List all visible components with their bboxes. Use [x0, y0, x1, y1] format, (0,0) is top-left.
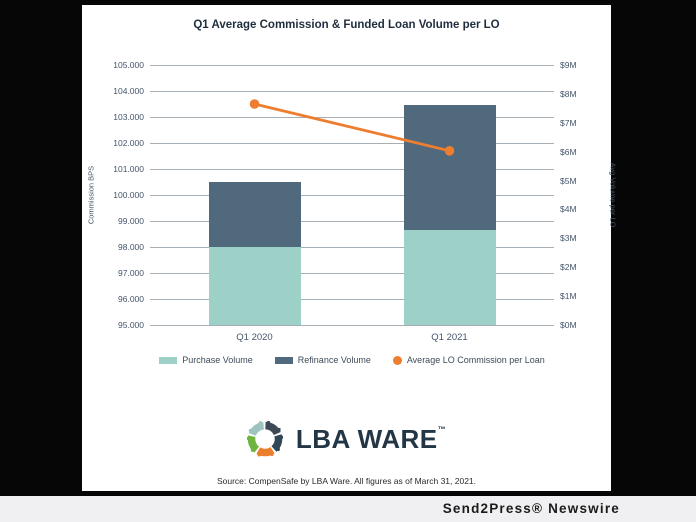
legend-item: Average LO Commission per Loan — [392, 355, 545, 365]
logo-text: LBA WARE™ — [295, 424, 447, 454]
y-axis-tick-label-right: $0M — [560, 320, 577, 330]
gridline — [150, 116, 554, 118]
y-axis-tick-label-left: 98.000 — [118, 242, 144, 252]
y-axis-tick-label-left: 102.000 — [113, 138, 144, 148]
y-axis-tick-label-left: 105.000 — [113, 60, 144, 70]
legend-swatch — [274, 356, 293, 364]
y-axis-tick-label-right: $7M — [560, 117, 577, 128]
y-axis-tick-label-left: 95.000 — [118, 320, 144, 330]
newswire-credit: Send2Press® Newswire — [442, 501, 620, 516]
y-axis-tick-label-right: $2M — [560, 262, 577, 273]
y-axis-tick-label-left: 96.000 — [118, 294, 144, 304]
gridline — [150, 324, 554, 326]
legend-label: Purchase Volume — [182, 355, 253, 365]
y-axis-tick-label-left: 100.000 — [113, 190, 144, 200]
source-note: Source: CompenSafe by LBA Ware. All figu… — [216, 476, 477, 486]
y-axis-tick-label-right: $1M — [560, 291, 577, 302]
y-axis-tick-label-left: 101.000 — [113, 164, 144, 174]
y-axis-tick-label-right: $6M — [560, 146, 577, 157]
chart-title: Q1 Average Commission & Funded Loan Volu… — [193, 19, 500, 31]
line-marker — [249, 99, 260, 109]
trademark-symbol: ™ — [437, 425, 447, 434]
gridline — [150, 272, 554, 274]
y-axis-tick-label-left: 99.000 — [118, 216, 144, 226]
legend-swatch — [392, 355, 402, 365]
gear-pentagon-icon — [246, 421, 283, 457]
gridline — [150, 298, 554, 300]
y-axis-tick-label-left: 97.000 — [118, 268, 144, 278]
y-axis-tick-label-right: $4M — [560, 204, 577, 215]
credit-strip: Send2Press® Newswire — [0, 496, 696, 522]
left-axis-title: Commission BPS — [86, 165, 96, 225]
chart-card: Q1 Average Commission & Funded Loan Volu… — [82, 5, 618, 491]
gridline — [150, 220, 554, 222]
chart-area: 105.000 104.000 103.000 102.000 101.000 100.0… — [87, 60, 618, 365]
y-axis-tick-label-right: $5M — [560, 175, 577, 186]
bar-segment-refinance-volume — [403, 105, 496, 230]
gridline — [150, 64, 554, 66]
y-axis-tick-label-left: 103.000 — [113, 112, 144, 122]
bar-segment-purchase-volume — [403, 229, 496, 325]
x-axis-category-label: Q1 2020 — [236, 332, 273, 343]
logo: LBA WARE™ — [82, 421, 611, 457]
gridline — [150, 90, 554, 92]
plot-area: 105.000 104.000 103.000 102.000 101.000 100.0… — [113, 60, 576, 365]
y-axis-tick-label-left: 104.000 — [113, 86, 144, 96]
line-marker — [444, 146, 455, 156]
legend-swatch — [159, 356, 178, 364]
y-axis-tick-label-right: $3M — [560, 233, 577, 244]
legend-label: Refinance Volume — [297, 355, 371, 365]
y-axis-tick-label-right: $8M — [560, 88, 577, 99]
gridline — [150, 194, 554, 196]
commission-line — [249, 99, 455, 156]
chart-legend: Purchase Volume Refinance Volume Average L… — [137, 355, 567, 365]
gridline — [150, 246, 554, 248]
gridline — [150, 168, 554, 170]
legend-label: Average LO Commission per Loan — [406, 355, 545, 365]
gridline — [150, 142, 554, 144]
right-axis-title: Avg Volume per LO — [608, 162, 618, 228]
bar-segment-refinance-volume — [208, 182, 301, 247]
legend-item: Purchase Volume — [159, 355, 253, 365]
logo-wordmark: LBA WARE — [295, 424, 438, 454]
y-axis-tick-label-right: $9M — [560, 60, 577, 70]
bar-segment-purchase-volume — [208, 247, 301, 325]
x-axis-category-label: Q1 2021 — [431, 332, 468, 343]
legend-item: Refinance Volume — [274, 355, 371, 365]
